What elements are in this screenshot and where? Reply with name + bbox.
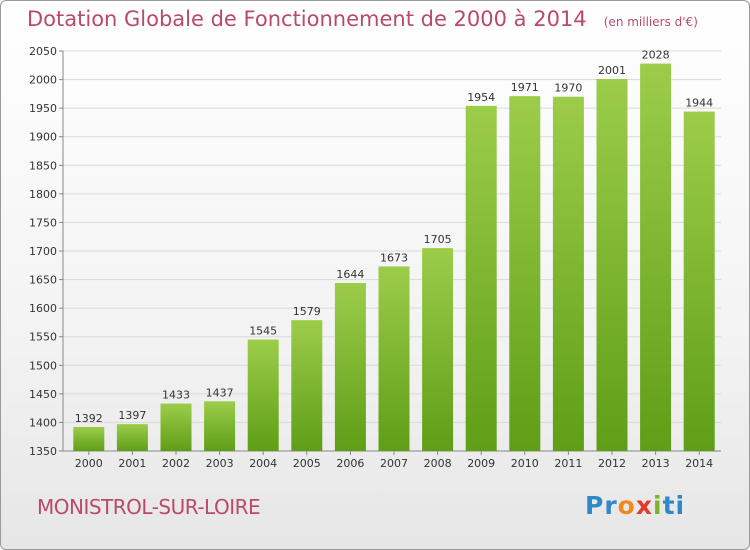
data-label: 1705 — [424, 233, 452, 246]
x-tick-label: 2001 — [118, 457, 146, 470]
y-tick-label: 1500 — [29, 359, 57, 372]
y-tick-label: 2050 — [29, 45, 57, 58]
x-tick-label: 2012 — [598, 457, 626, 470]
bar — [509, 96, 541, 452]
x-tick-label: 2009 — [467, 457, 495, 470]
logo-letter: x — [635, 491, 653, 520]
y-tick-label: 1450 — [29, 388, 57, 401]
data-label: 1944 — [685, 97, 713, 110]
y-tick-label: 1600 — [29, 302, 57, 315]
y-tick-label: 1650 — [29, 274, 57, 287]
bar — [291, 320, 323, 451]
y-tick-label: 1750 — [29, 216, 57, 229]
data-label: 1437 — [206, 386, 234, 399]
x-tick-label: 2004 — [249, 457, 277, 470]
bar — [640, 63, 672, 451]
data-label: 1545 — [249, 325, 277, 338]
bar — [422, 248, 454, 451]
data-label: 1392 — [75, 412, 103, 425]
labels: 1350 1400 1450 1500 1550 1600 1650 1700 1750 1800… — [29, 45, 713, 470]
x-tick-label: 2010 — [511, 457, 539, 470]
data-label: 1970 — [554, 82, 582, 95]
data-label: 1397 — [118, 409, 146, 422]
data-label: 1433 — [162, 389, 190, 402]
y-tick-label: 1400 — [29, 416, 57, 429]
y-tick-label: 1950 — [29, 102, 57, 115]
data-label: 1954 — [467, 91, 495, 104]
y-tick-label: 1350 — [29, 445, 57, 458]
y-tick-label: 1800 — [29, 188, 57, 201]
x-tick-label: 2002 — [162, 457, 190, 470]
bar — [552, 96, 584, 451]
data-label: 1971 — [511, 81, 539, 94]
commune-name: MONISTROL-SUR-LOIRE — [37, 495, 261, 519]
title-row: Dotation Globale de Fonctionnement de 20… — [27, 7, 698, 31]
x-tick-label: 2005 — [293, 457, 321, 470]
x-tick-label: 2011 — [554, 457, 582, 470]
y-tick-label: 1850 — [29, 159, 57, 172]
x-tick-label: 2006 — [336, 457, 364, 470]
logo-letter: r — [604, 491, 618, 520]
proxiti-logo: Proxiti — [585, 491, 685, 520]
bars — [73, 63, 715, 452]
x-tick-label: 2013 — [642, 457, 670, 470]
bar — [683, 111, 715, 452]
y-tick-label: 1900 — [29, 131, 57, 144]
bar — [465, 105, 497, 451]
chart-title: Dotation Globale de Fonctionnement de 20… — [27, 7, 587, 31]
y-tick-label: 1700 — [29, 245, 57, 258]
x-tick-label: 2003 — [206, 457, 234, 470]
data-label: 1644 — [336, 268, 364, 281]
logo-letter: o — [617, 491, 636, 520]
bar — [378, 266, 410, 451]
x-tick-label: 2000 — [75, 457, 103, 470]
chart-subtitle: (en milliers d'€) — [603, 15, 698, 29]
x-tick-label: 2007 — [380, 457, 408, 470]
bar — [247, 339, 279, 451]
data-label: 1673 — [380, 251, 408, 264]
logo-letter: i — [675, 491, 686, 520]
logo-letter: i — [653, 491, 663, 520]
x-tick-label: 2014 — [685, 457, 713, 470]
data-label: 1579 — [293, 305, 321, 318]
bar — [73, 427, 105, 451]
bar — [116, 424, 148, 451]
bar — [334, 283, 366, 451]
y-tick-label: 1550 — [29, 331, 57, 344]
data-label: 2028 — [642, 49, 670, 62]
bar — [160, 403, 192, 451]
bar — [204, 401, 236, 451]
y-tick-label: 2000 — [29, 74, 57, 87]
x-tick-label: 2008 — [424, 457, 452, 470]
logo-letter: P — [585, 491, 605, 520]
logo-letter: t — [662, 491, 676, 520]
data-label: 2001 — [598, 64, 626, 77]
bar — [596, 79, 628, 451]
